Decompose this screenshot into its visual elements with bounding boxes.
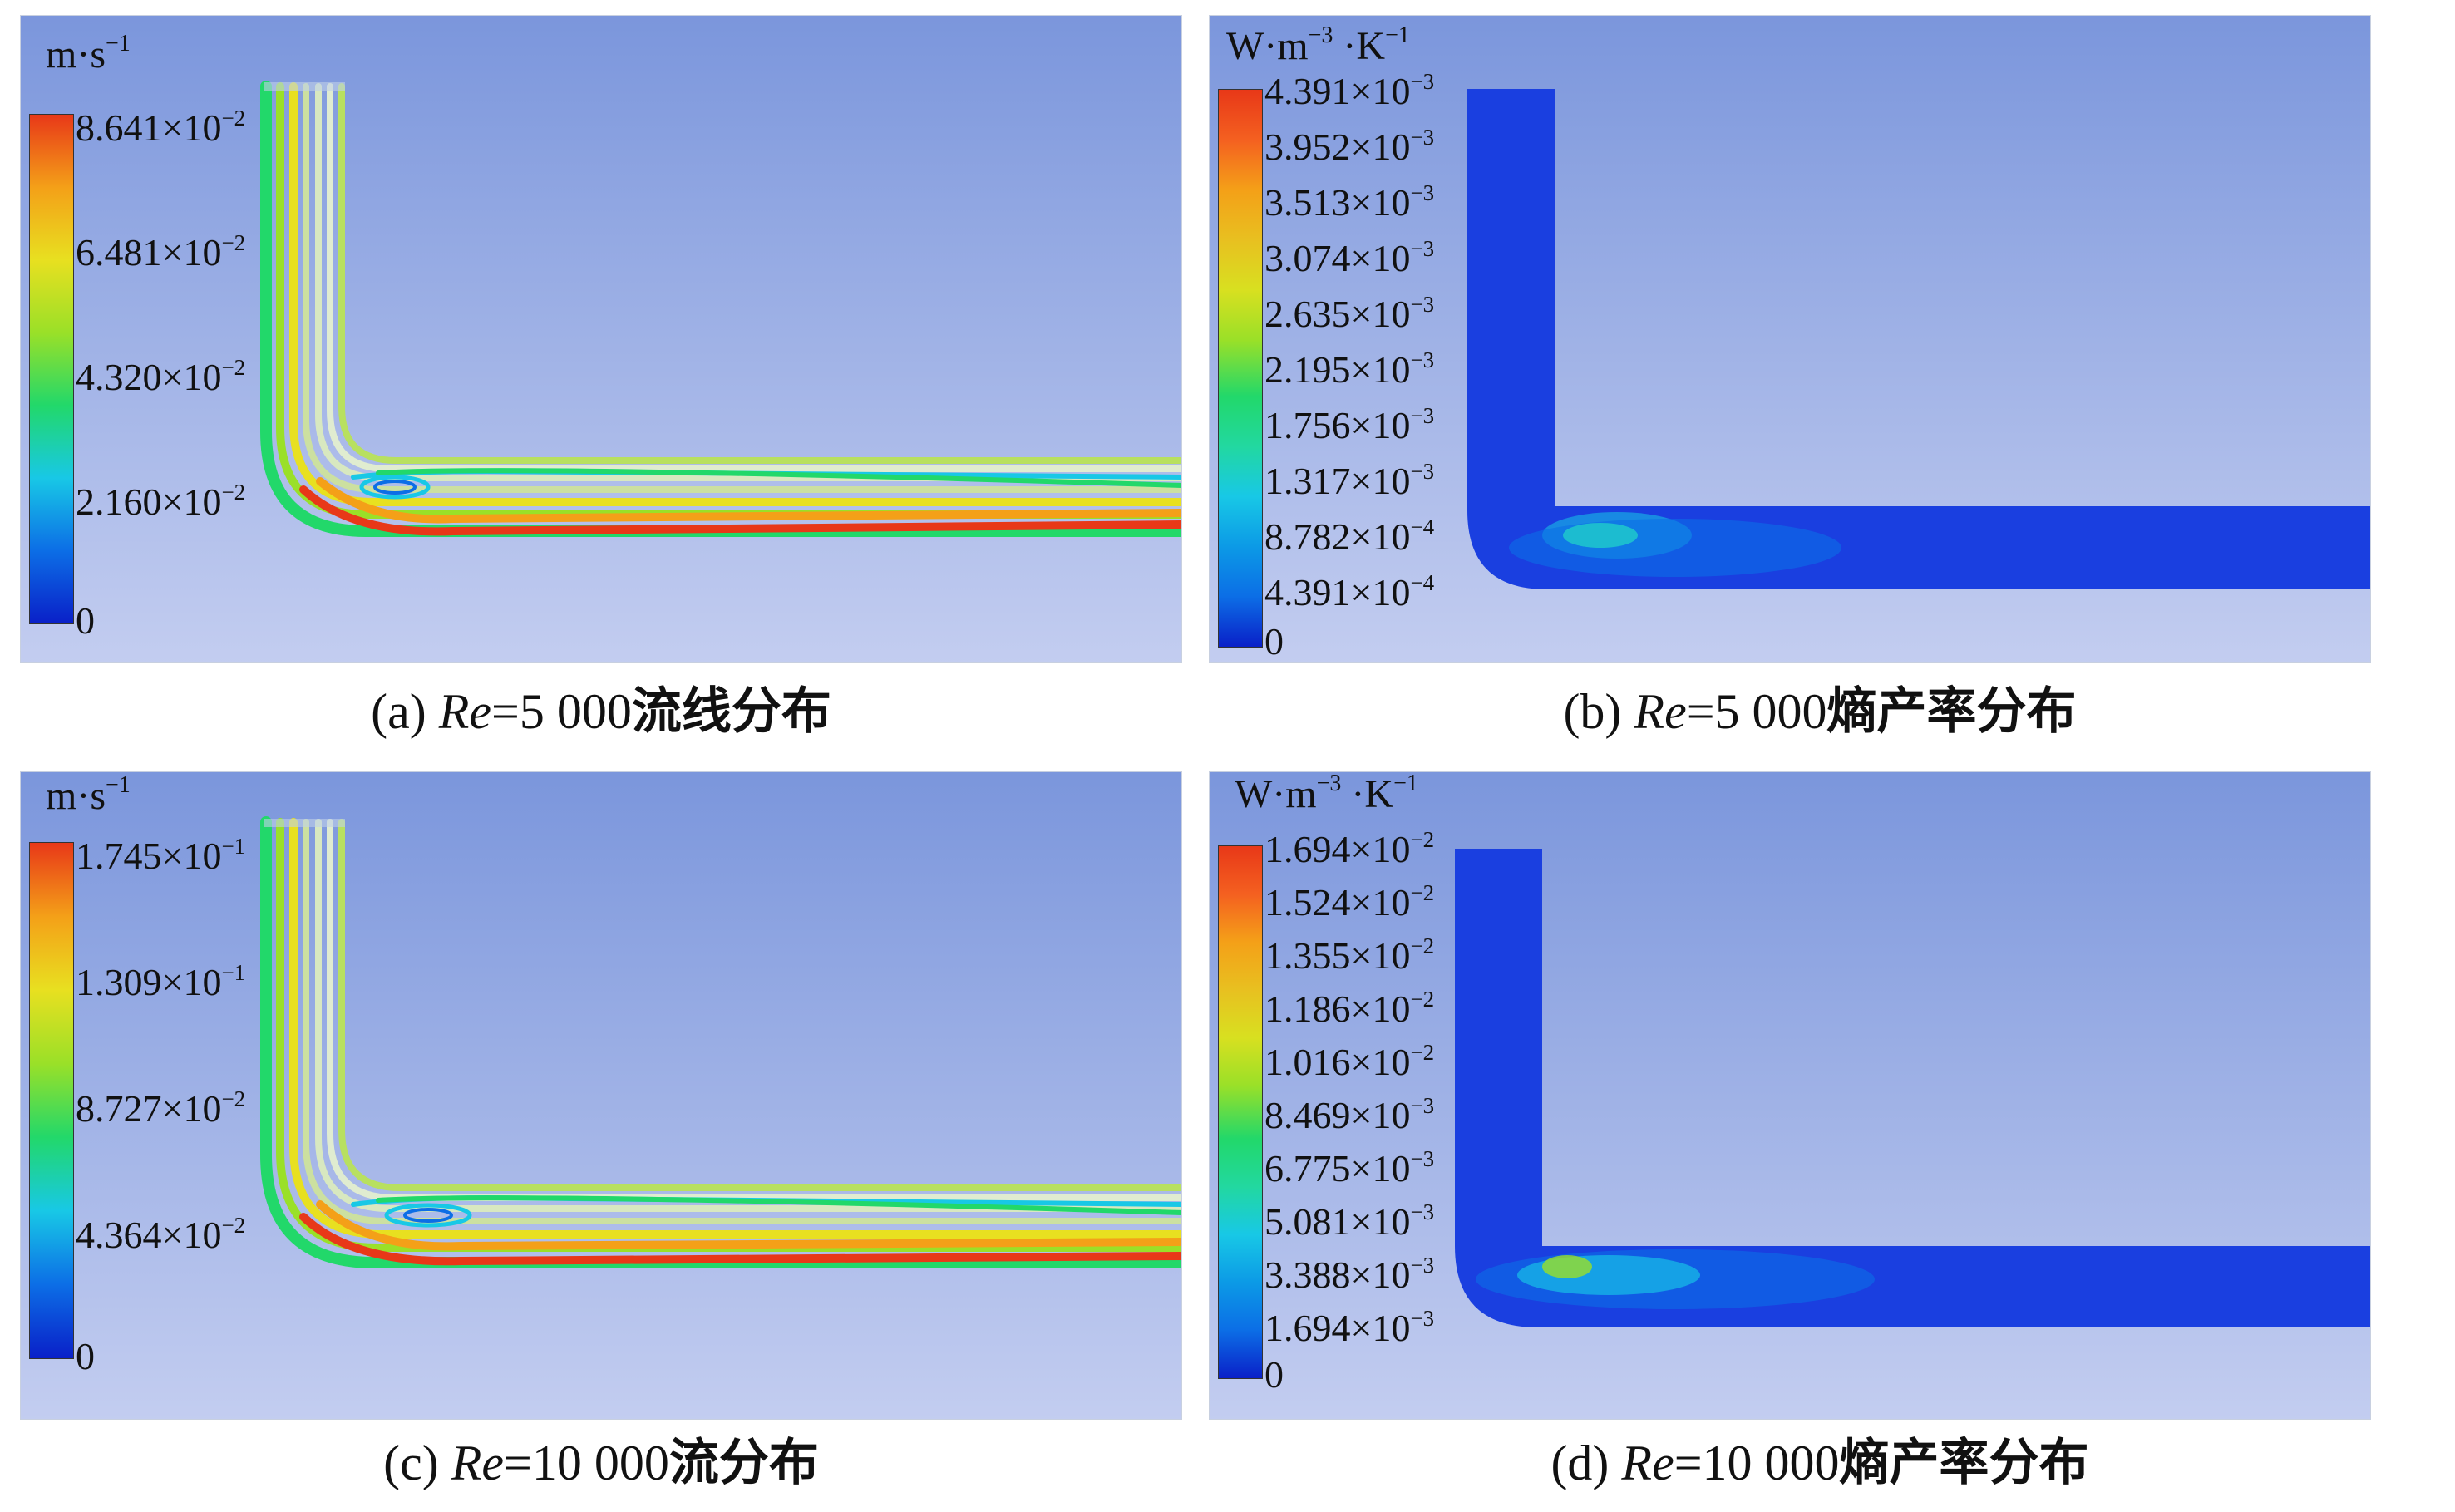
legend-tick: 3.388×10−3 [1264, 1253, 1435, 1296]
legend-tick: 1.016×10−2 [1264, 1040, 1435, 1083]
panel-a: m·s−1 8.641×10−2 6.481×10−2 4.320×10−2 2… [20, 15, 1182, 663]
streamline [260, 81, 1181, 537]
legend-tick: 1.745×10−1 [76, 834, 246, 877]
streamline [376, 1195, 1181, 1215]
legend-tick: 2.195×10−3 [1264, 347, 1435, 391]
legend-tick: 4.320×10−2 [76, 355, 246, 398]
streamline [303, 819, 1181, 1224]
streamline [260, 816, 1181, 1268]
legend-tick: 1.309×10−1 [76, 960, 246, 1003]
legend-tick: 1.694×10−3 [1264, 1306, 1435, 1349]
legend-tick: 2.635×10−3 [1264, 292, 1435, 335]
entropy-core [1542, 1255, 1592, 1278]
streamline [303, 83, 1181, 493]
legend-tick: 8.727×10−2 [76, 1086, 246, 1130]
legend-tick: 3.513×10−3 [1264, 180, 1435, 224]
entropy-zone [1509, 519, 1841, 577]
legend-tick: 1.694×10−2 [1264, 827, 1435, 870]
legend-tick: 0 [76, 1335, 95, 1377]
streamline-plot-c [21, 772, 1181, 1419]
legend-tick: 3.952×10−3 [1264, 125, 1435, 168]
streamline-plot-a [21, 16, 1181, 662]
entropy-plot-b [1210, 16, 2370, 662]
legend-tick: 8.782×10−4 [1264, 515, 1435, 558]
legend-tick: 1.186×10−2 [1264, 987, 1435, 1030]
legend-tick: 1.756×10−3 [1264, 403, 1435, 446]
unit-label: m·s−1 [46, 31, 131, 76]
legend-tick: 8.641×10−2 [76, 106, 246, 149]
caption-b: (b) Re=5 000熵产率分布 [1563, 682, 2077, 741]
legend-tick: 0 [76, 599, 95, 642]
unit-label: m·s−1 [46, 772, 131, 818]
streamline [299, 485, 1181, 536]
streamline [316, 1200, 1181, 1251]
vortex [359, 475, 431, 500]
color-legend-bar [29, 114, 74, 624]
streamline [376, 468, 1181, 488]
color-legend-bar [1218, 89, 1263, 648]
streamline [338, 819, 1181, 1191]
legend-tick: 1.355×10−2 [1264, 933, 1435, 977]
panel-d: W·m−3 ·K−1 1.694×10−2 1.524×10−2 1.355×1… [1209, 771, 2371, 1420]
entropy-plot-d [1210, 772, 2370, 1419]
legend-tick: 0 [1264, 620, 1284, 662]
caption-a: (a) Re=5 000流线分布 [371, 682, 831, 741]
legend-tick: 6.481×10−2 [76, 230, 246, 273]
legend-tick: 0 [1264, 1353, 1284, 1396]
streamline [315, 819, 1181, 1212]
legend-tick: 1.524×10−2 [1264, 880, 1435, 923]
legend-tick: 6.775×10−3 [1264, 1146, 1435, 1189]
streamline [299, 1213, 1181, 1266]
color-legend-bar [29, 842, 74, 1359]
streamline [327, 83, 1181, 472]
caption-c: (c) Re=10 000流分布 [383, 1434, 819, 1492]
legend-tick: 4.391×10−3 [1264, 69, 1435, 112]
vortex [384, 1203, 472, 1228]
streamline [338, 83, 1181, 464]
legend-tick: 4.364×10−2 [76, 1213, 246, 1256]
legend-tick: 8.469×10−3 [1264, 1093, 1435, 1136]
vortex [373, 480, 417, 495]
streamline [316, 477, 1181, 524]
vortex [403, 1208, 453, 1223]
panel-c: m·s−1 1.745×10−1 1.309×10−1 8.727×10−2 4… [20, 771, 1182, 1420]
panel-b: W·m−3 ·K−1 4.391×10−3 3.952×10−3 3.513×1… [1209, 15, 2371, 663]
unit-label: W·m−3 ·K−1 [1235, 771, 1418, 816]
legend-tick: 5.081×10−3 [1264, 1199, 1435, 1243]
unit-label: W·m−3 ·K−1 [1226, 22, 1410, 68]
entropy-core [1563, 523, 1638, 548]
legend-tick: 3.074×10−3 [1264, 236, 1435, 279]
legend-tick: 2.160×10−2 [76, 480, 246, 523]
color-legend-bar [1218, 845, 1263, 1379]
legend-tick: 1.317×10−3 [1264, 459, 1435, 502]
caption-d: (d) Re=10 000熵产率分布 [1550, 1434, 2089, 1492]
legend-tick: 4.391×10−4 [1264, 570, 1435, 613]
entropy-hotspot [1517, 1255, 1700, 1295]
